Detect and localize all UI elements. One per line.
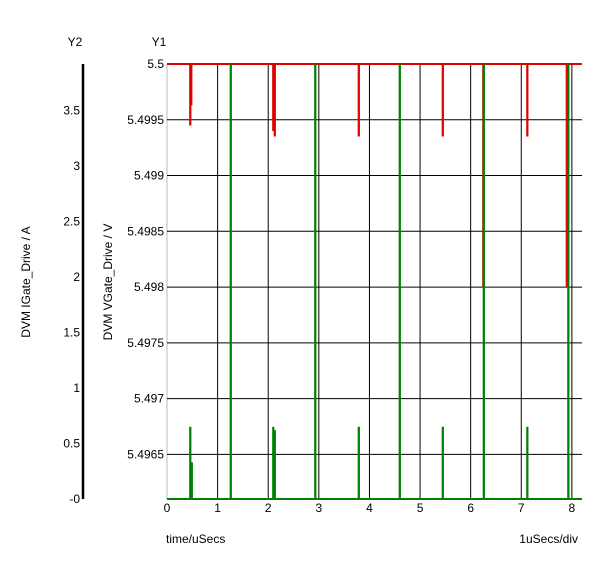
x-tick-label: 7	[518, 501, 525, 515]
y2-tick-label: 3.5	[63, 104, 80, 118]
x-tick-label: 8	[569, 501, 576, 515]
y1-tick-label: 5.499	[134, 169, 164, 183]
y1-tick-labels: 5.4965 5.497 5.4975 5.498 5.4985 5.499 5.4995 5…	[127, 57, 164, 461]
y2-tick-label: 1	[73, 381, 80, 395]
y2-tick-label: 0.5	[63, 437, 80, 451]
y2-axis-label: Y2	[68, 35, 83, 49]
x-tick-label: 2	[265, 501, 272, 515]
x-tick-labels: 0 1 2 3 4 5 6 7 8	[164, 501, 576, 515]
grid	[166, 63, 582, 499]
x-tick-label: 0	[164, 501, 171, 515]
series-line-y2	[167, 63, 582, 500]
series-layer	[167, 63, 582, 500]
y2-tick-label: -0	[69, 492, 80, 506]
y1-tick-label: 5.4995	[127, 113, 164, 127]
y1-axis-title: DVM VGate_Drive / V	[101, 224, 115, 341]
y2-tick-label: 2.5	[63, 215, 80, 229]
y1-tick-label: 5.4965	[127, 447, 164, 461]
x-tick-label: 4	[366, 501, 373, 515]
x-tick-label: 5	[417, 501, 424, 515]
x-tick-label: 1	[214, 501, 221, 515]
x-tick-label: 3	[315, 501, 322, 515]
x-scale-label: 1uSecs/div	[519, 532, 578, 546]
y2-axis-title: DVM IGate_Drive / A	[19, 226, 33, 337]
x-axis-title: time/uSecs	[166, 532, 225, 546]
y2-tick-labels: -0 0.5 1 1.5 2 2.5 3 3.5	[63, 104, 80, 506]
y1-axis-label: Y1	[152, 35, 167, 49]
y1-tick-label: 5.498	[134, 280, 164, 294]
y1-tick-label: 5.4985	[127, 224, 164, 238]
y2-tick-label: 1.5	[63, 326, 80, 340]
series-y2	[167, 63, 582, 500]
y2-tick-label: 3	[73, 159, 80, 173]
y1-tick-label: 5.4975	[127, 336, 164, 350]
y2-tick-label: 2	[73, 270, 80, 284]
x-tick-label: 6	[467, 501, 474, 515]
y1-tick-label: 5.5	[147, 57, 164, 71]
y1-tick-label: 5.497	[134, 392, 164, 406]
